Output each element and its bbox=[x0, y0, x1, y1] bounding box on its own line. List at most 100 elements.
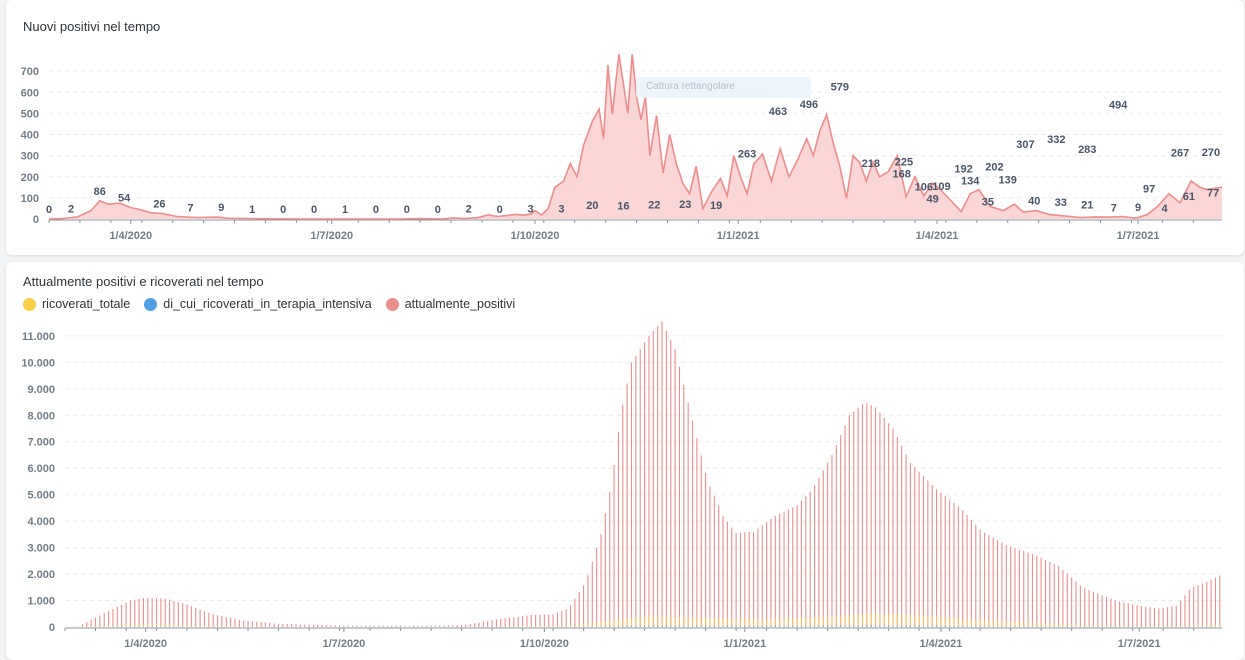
data-label: 86 bbox=[94, 186, 106, 198]
data-label: 16 bbox=[617, 201, 629, 213]
data-label: 225 bbox=[895, 156, 913, 168]
y-tick-label: 5.000 bbox=[27, 490, 55, 502]
legend-label: attualmente_positivi bbox=[404, 297, 516, 311]
data-label: 33 bbox=[1055, 197, 1067, 209]
y-tick-label: 0 bbox=[33, 214, 39, 226]
data-label: 19 bbox=[710, 200, 722, 212]
data-label: 22 bbox=[648, 199, 660, 211]
y-tick-label: 11.000 bbox=[22, 331, 55, 343]
x-tick-label: 1/1/2021 bbox=[717, 230, 760, 242]
y-tick-label: 200 bbox=[21, 172, 39, 184]
data-label: 307 bbox=[1016, 139, 1034, 151]
x-tick-label: 1/7/2021 bbox=[1118, 638, 1161, 650]
x-tick-label: 1/4/2021 bbox=[916, 230, 959, 242]
y-tick-label: 4.000 bbox=[27, 516, 55, 528]
data-label: 270 bbox=[1202, 147, 1220, 159]
data-label: 0 bbox=[311, 204, 317, 216]
data-label: 332 bbox=[1047, 134, 1065, 146]
data-label: 9 bbox=[1135, 202, 1141, 214]
data-label: 2 bbox=[466, 204, 472, 216]
current-positives-chart[interactable]: 0 1.000 2.000 3.000 4.000 5.000 6.000 7.000 8.00… bbox=[6, 262, 1244, 660]
data-label: 3 bbox=[558, 203, 564, 215]
legend-item-ricoverati-totale[interactable]: ricoverati_totale bbox=[23, 297, 130, 311]
legend-dot-icon bbox=[385, 297, 399, 311]
y-tick-label: 600 bbox=[21, 87, 39, 99]
y-tick-label: 400 bbox=[21, 130, 39, 142]
x-tick-label: 1/10/2020 bbox=[511, 230, 560, 242]
legend-dot-icon bbox=[23, 297, 36, 311]
x-tick-label: 1/7/2020 bbox=[322, 638, 365, 650]
data-label: 23 bbox=[679, 199, 691, 211]
chart-title: Attualmente positivi e ricoverati nel te… bbox=[23, 274, 264, 289]
data-label: 139 bbox=[999, 175, 1017, 187]
data-label: 77 bbox=[1207, 188, 1219, 200]
legend-label: ricoverati_totale bbox=[42, 297, 131, 311]
data-label: 0 bbox=[373, 204, 379, 216]
y-tick-label: 0 bbox=[49, 622, 55, 634]
data-label: 7 bbox=[187, 203, 193, 215]
x-tick-label: 1/4/2021 bbox=[920, 638, 963, 650]
data-label: 109 bbox=[932, 181, 950, 193]
y-tick-label: 500 bbox=[21, 108, 39, 120]
data-label: 263 bbox=[738, 148, 756, 160]
data-label: 49 bbox=[926, 194, 938, 206]
y-tick-label: 7.000 bbox=[27, 437, 55, 449]
series-attualmente-positivi bbox=[68, 321, 1221, 627]
data-label: 463 bbox=[769, 106, 787, 118]
y-tick-label: 6.000 bbox=[27, 463, 55, 475]
x-tick-label: 1/1/2021 bbox=[723, 638, 766, 650]
data-label: 21 bbox=[1081, 200, 1093, 212]
selection-tooltip: Cattura rettangolare bbox=[636, 77, 811, 98]
data-label: 0 bbox=[280, 204, 286, 216]
legend-item-attualmente-positivi[interactable]: attualmente_positivi bbox=[385, 297, 516, 311]
x-tick-label: 1/10/2020 bbox=[520, 638, 569, 650]
legend-label: di_cui_ricoverati_in_terapia_intensiva bbox=[163, 297, 372, 311]
y-tick-label: 1.000 bbox=[27, 596, 55, 608]
data-label: 1 bbox=[249, 204, 255, 216]
x-tick-label: 1/4/2020 bbox=[109, 230, 152, 242]
y-tick-label: 700 bbox=[21, 66, 39, 78]
legend-item-terapia-intensiva[interactable]: di_cui_ricoverati_in_terapia_intensiva bbox=[144, 297, 372, 311]
y-tick-label: 2.000 bbox=[27, 569, 55, 581]
data-label: 20 bbox=[586, 200, 598, 212]
data-label: 1 bbox=[342, 204, 348, 216]
data-label: 494 bbox=[1109, 100, 1128, 112]
series-area-nuovi-positivi bbox=[49, 54, 1222, 220]
x-tick-label: 1/7/2021 bbox=[1117, 230, 1160, 242]
data-label: 0 bbox=[497, 204, 503, 216]
y-tick-label: 10.000 bbox=[21, 357, 55, 369]
data-label: 40 bbox=[1028, 196, 1040, 208]
data-label: 267 bbox=[1171, 148, 1189, 160]
data-label: 35 bbox=[982, 197, 994, 209]
chart-card-new-positives: Nuovi positivi nel tempo 0 100 200 300 400 50… bbox=[6, 0, 1244, 255]
data-label: 54 bbox=[118, 193, 131, 205]
x-tick-label: 1/4/2020 bbox=[124, 638, 167, 650]
chart-card-current-positives: Attualmente positivi e ricoverati nel te… bbox=[6, 262, 1244, 660]
chart-title: Nuovi positivi nel tempo bbox=[23, 19, 161, 34]
y-tick-label: 3.000 bbox=[27, 543, 55, 555]
data-label: 0 bbox=[435, 204, 441, 216]
data-label: 0 bbox=[404, 204, 410, 216]
data-label: 9 bbox=[218, 202, 224, 214]
chart-legend: ricoverati_totale di_cui_ricoverati_in_t… bbox=[23, 297, 515, 311]
data-label: 283 bbox=[1078, 144, 1096, 156]
series-terapia-intensiva bbox=[86, 625, 1221, 627]
data-label: 4 bbox=[1162, 203, 1169, 215]
data-label: 2 bbox=[68, 204, 74, 216]
data-label: 7 bbox=[1111, 203, 1117, 215]
y-tick-label: 100 bbox=[21, 193, 39, 205]
data-label: 192 bbox=[954, 163, 972, 175]
data-label: 168 bbox=[893, 169, 911, 181]
data-label: 106 bbox=[915, 182, 933, 194]
data-label: 61 bbox=[1183, 191, 1195, 203]
data-label: 134 bbox=[961, 176, 980, 188]
y-tick-label: 9.000 bbox=[27, 384, 55, 396]
data-label: 579 bbox=[831, 82, 849, 94]
legend-dot-icon bbox=[144, 297, 158, 311]
series-line-nuovi-positivi bbox=[48, 54, 1223, 220]
data-label: 0 bbox=[46, 204, 52, 216]
data-label: 202 bbox=[985, 161, 1003, 173]
data-label: 26 bbox=[153, 199, 165, 211]
x-tick-label: 1/7/2020 bbox=[310, 230, 353, 242]
